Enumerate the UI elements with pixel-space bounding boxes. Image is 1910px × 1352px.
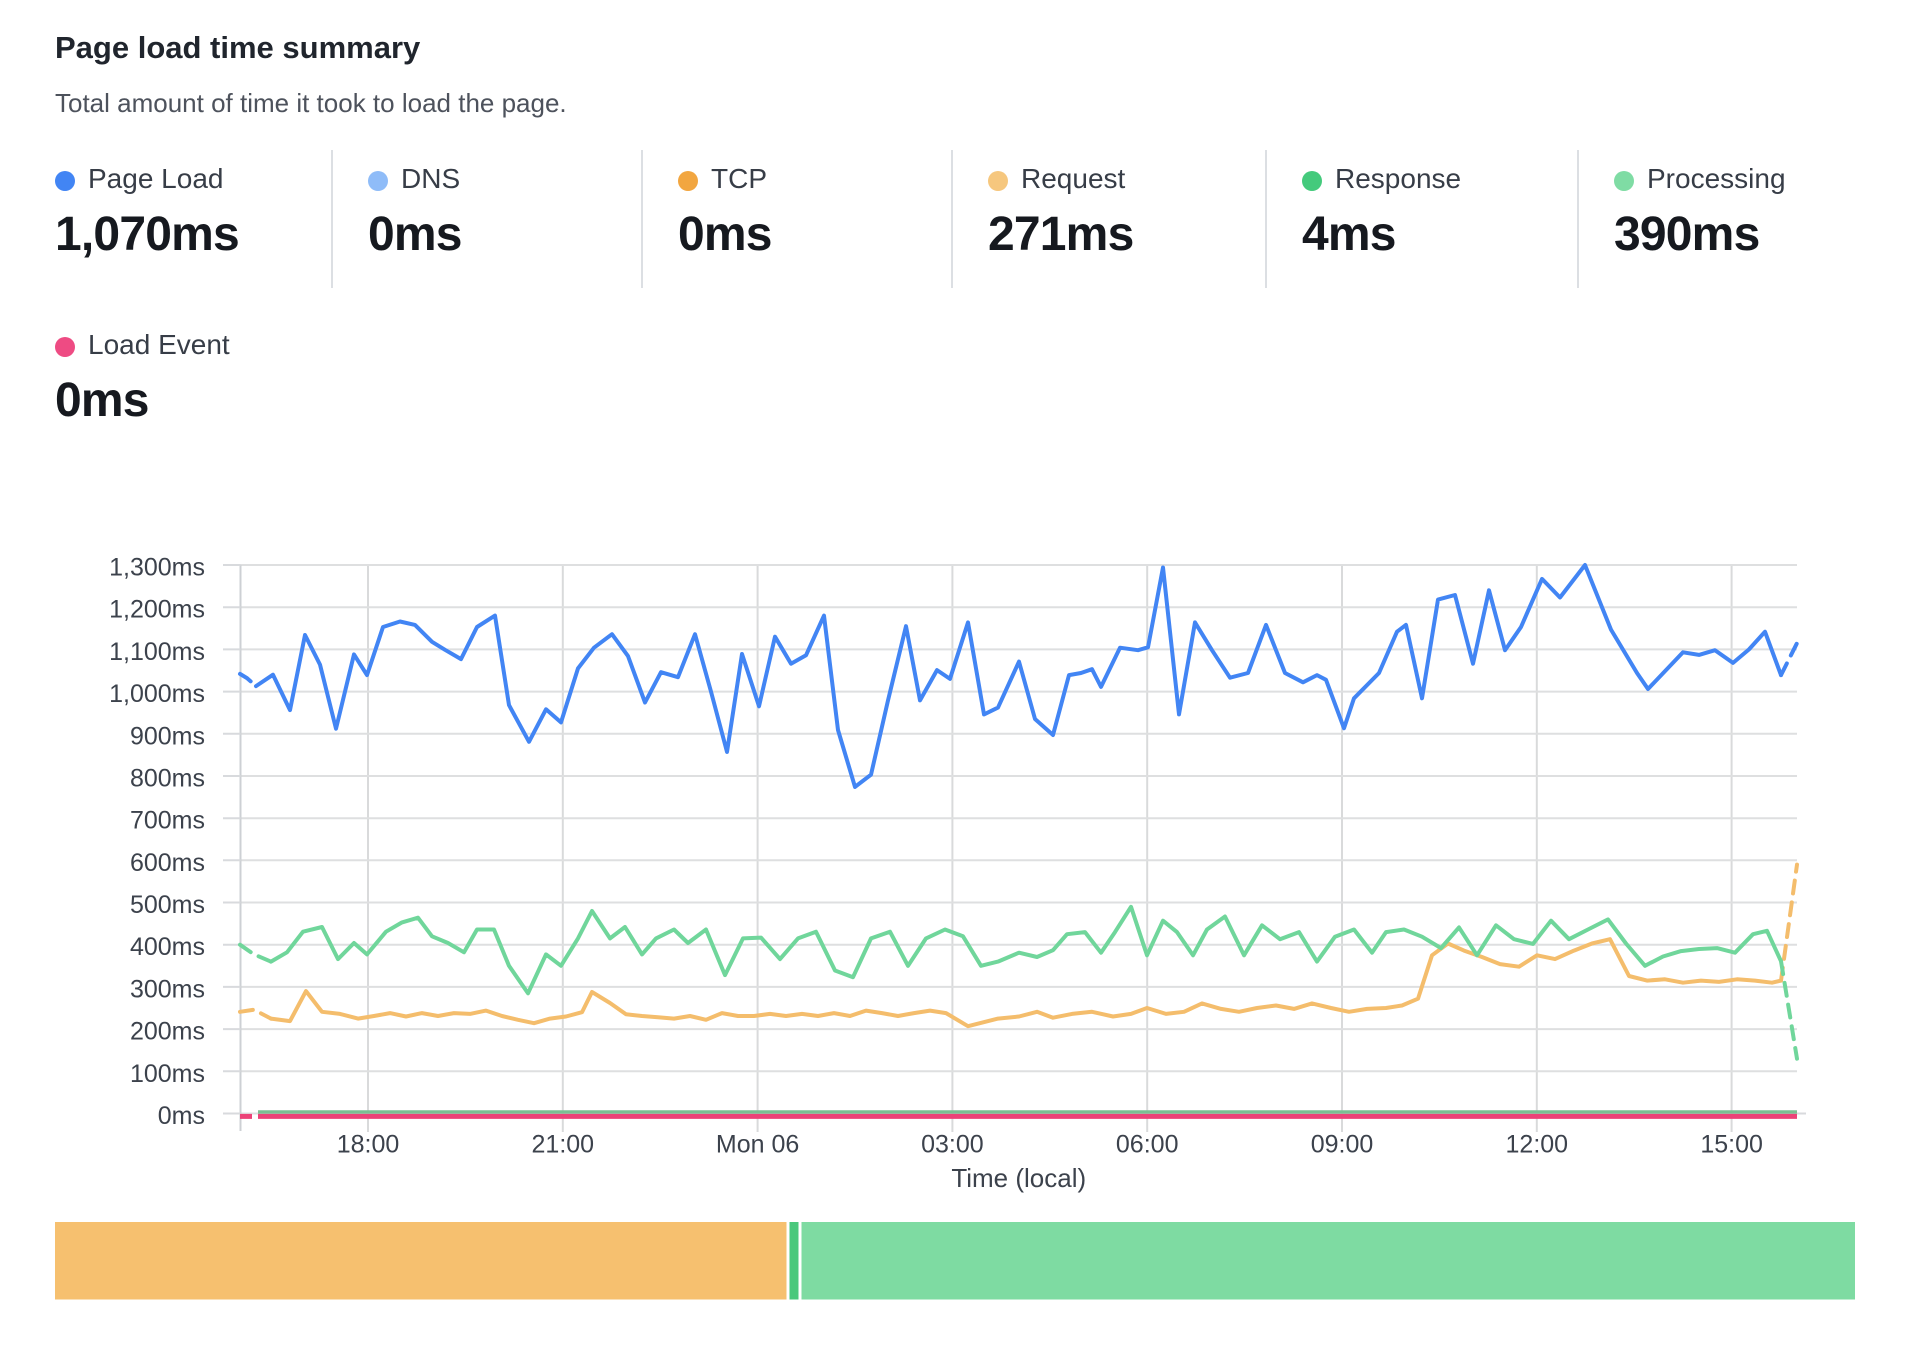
svg-text:Mon 06: Mon 06 [716, 1131, 799, 1159]
svg-text:09:00: 09:00 [1311, 1131, 1374, 1159]
svg-text:700ms: 700ms [130, 807, 205, 835]
svg-text:03:00: 03:00 [921, 1131, 984, 1159]
svg-text:100ms: 100ms [130, 1060, 205, 1088]
svg-text:300ms: 300ms [130, 975, 205, 1003]
svg-text:800ms: 800ms [130, 765, 205, 793]
svg-text:18:00: 18:00 [337, 1131, 400, 1159]
svg-text:15:00: 15:00 [1700, 1131, 1763, 1159]
svg-text:21:00: 21:00 [532, 1131, 595, 1159]
svg-text:900ms: 900ms [130, 722, 205, 750]
svg-text:200ms: 200ms [130, 1018, 205, 1046]
svg-text:400ms: 400ms [130, 933, 205, 961]
svg-text:12:00: 12:00 [1506, 1131, 1569, 1159]
svg-text:1,300ms: 1,300ms [109, 554, 205, 582]
svg-text:1,100ms: 1,100ms [109, 638, 205, 666]
svg-text:600ms: 600ms [130, 849, 205, 877]
svg-text:0ms: 0ms [158, 1102, 205, 1130]
svg-text:1,200ms: 1,200ms [109, 596, 205, 624]
svg-text:1,000ms: 1,000ms [109, 680, 205, 708]
svg-text:500ms: 500ms [130, 891, 205, 919]
svg-text:Time (local): Time (local) [951, 1163, 1086, 1193]
svg-text:06:00: 06:00 [1116, 1131, 1179, 1159]
